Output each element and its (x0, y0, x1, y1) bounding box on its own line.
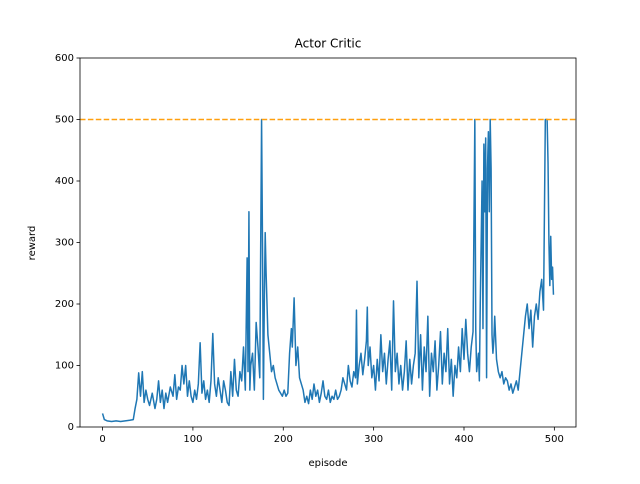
y-tick-label: 300 (55, 238, 74, 249)
plot-frame (79, 57, 577, 428)
x-tick-label: 400 (454, 434, 473, 445)
y-axis-label: reward (27, 226, 38, 261)
line-series (101, 118, 555, 423)
x-tick-label: 300 (364, 434, 383, 445)
y-tick-label: 0 (68, 422, 74, 433)
y-tick-label: 400 (55, 176, 74, 187)
y-tick-label: 200 (55, 299, 74, 310)
x-axis-label: episode (308, 458, 347, 469)
y-tick-label: 600 (55, 53, 74, 64)
x-tick-label: 100 (183, 434, 202, 445)
x-tick-label: 500 (545, 434, 564, 445)
chart-title: Actor Critic (295, 37, 362, 51)
y-tick-label: 500 (55, 115, 74, 126)
x-tick-label: 0 (99, 434, 105, 445)
y-tick-label: 100 (55, 361, 74, 372)
x-tick-label: 200 (274, 434, 293, 445)
